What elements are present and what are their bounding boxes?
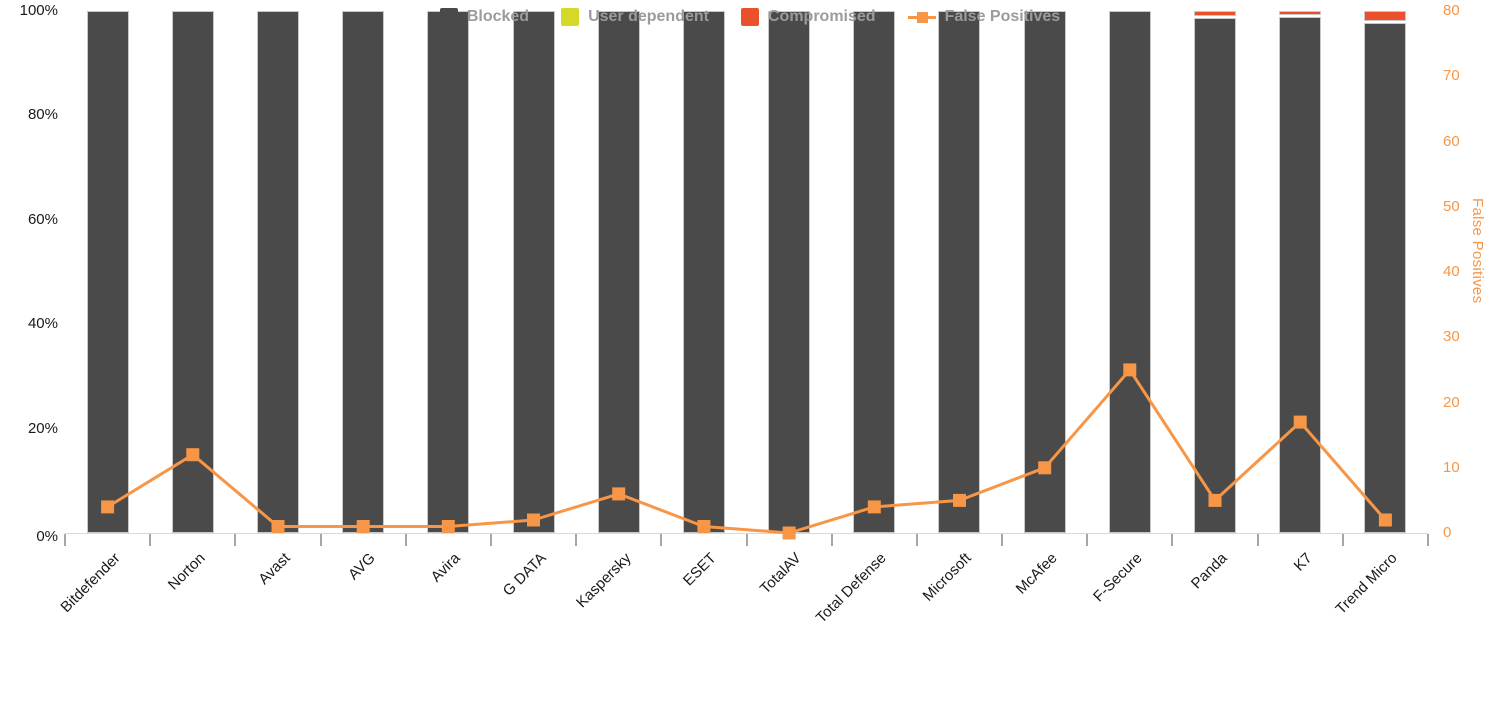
bar-panda: [1194, 11, 1237, 533]
x-axis-tick-mark: [404, 534, 407, 546]
x-axis-tick-mark: [489, 534, 492, 546]
left-axis-tick-label: 20%: [27, 419, 58, 437]
bar-segment-compromised: [1279, 11, 1322, 15]
x-axis-category-label: ESET: [679, 549, 720, 590]
x-axis-category-label: F-Secure: [1089, 549, 1146, 606]
x-axis-tick-mark: [234, 534, 237, 546]
x-axis-category-label: Kaspersky: [572, 549, 635, 612]
x-axis-category-label: Microsoft: [920, 549, 976, 605]
x-axis-tick-mark: [1086, 534, 1089, 546]
right-axis-tick-label: 80: [1443, 2, 1460, 19]
bar-segment-blocked: [682, 11, 725, 533]
bar-segment-blocked: [1023, 11, 1066, 533]
x-axis-category-label: Bitdefender: [56, 549, 124, 616]
legend-item-compromised[interactable]: Compromised: [740, 8, 876, 26]
bar-segment-blocked: [1108, 11, 1151, 533]
right-axis-tick-label: 70: [1443, 67, 1460, 85]
bar-segment-blocked: [938, 11, 981, 533]
bar-kaspersky: [597, 11, 640, 533]
x-axis-category-label: Norton: [164, 549, 209, 594]
x-axis-tick-mark: [64, 534, 66, 546]
bar-avast: [256, 11, 299, 533]
bar-segment-blocked: [427, 11, 470, 533]
bar-segment-blocked: [342, 11, 385, 533]
x-axis-category-label: Avast: [255, 549, 294, 588]
x-axis-tick-mark: [830, 534, 833, 546]
legend-item-user-dependent[interactable]: User dependent: [561, 8, 709, 26]
left-axis-tick-label: 0%: [36, 528, 58, 545]
x-axis-category-label: Total Defense: [813, 549, 890, 627]
legend-label: Compromised: [767, 8, 876, 25]
bar-segment-blocked: [1279, 17, 1322, 533]
x-axis-category-label: Trend Micro: [1332, 549, 1402, 618]
x-axis-tick-mark: [149, 534, 152, 546]
x-axis-category-label: AVG: [345, 549, 379, 584]
bar-segment-blocked: [1364, 23, 1407, 533]
bar-trend-micro: [1364, 11, 1407, 533]
protection-test-chart: 0% 20% 40% 60% 80% 100% 0 10 20 30 40 50 60 70 80 False…: [0, 0, 1500, 627]
right-axis-tick-label: 20: [1443, 393, 1460, 411]
left-axis-tick-label: 40%: [27, 315, 58, 333]
legend-label: False Positives: [944, 8, 1061, 25]
right-axis-tick-label: 40: [1443, 263, 1460, 280]
legend-label: Blocked: [466, 8, 530, 25]
left-axis-tick-label: 100%: [19, 2, 58, 19]
compromised-swatch: [740, 8, 759, 26]
bar-totalav: [768, 11, 811, 533]
legend-label: User dependent: [588, 8, 709, 25]
x-axis-category-label: McAfee: [1012, 549, 1061, 598]
bar-segment-blocked: [1194, 18, 1237, 533]
x-axis-tick-mark: [660, 534, 663, 546]
legend-item-false-positives[interactable]: False Positives: [907, 8, 1061, 26]
bar-segment-compromised: [1194, 11, 1237, 16]
x-axis-tick-mark: [1341, 534, 1344, 546]
bar-segment-blocked: [171, 11, 214, 533]
bar-segment-blocked: [256, 11, 299, 533]
bar-total-defense: [853, 11, 896, 533]
bar-segment-blocked: [597, 11, 640, 533]
bar-avg: [342, 11, 385, 533]
x-axis-category-label: K7: [1290, 549, 1316, 575]
right-axis-tick-label: 0: [1443, 524, 1452, 541]
chart-legend: Blocked User dependent Compromised False Po…: [0, 0, 1500, 34]
bar-segment-blocked: [512, 11, 555, 533]
bar-segment-blocked: [768, 11, 811, 533]
legend-item-blocked[interactable]: Blocked: [439, 8, 530, 26]
bar-norton: [171, 11, 214, 533]
x-axis-tick-mark: [1001, 534, 1004, 546]
x-axis-tick-mark: [575, 534, 578, 546]
bar-segment-blocked: [853, 11, 896, 533]
x-axis-category-label: Avira: [428, 549, 465, 586]
x-axis-category-label: G DATA: [499, 549, 550, 600]
right-axis-tick-label: 60: [1443, 132, 1460, 150]
right-axis-tick-label: 10: [1443, 458, 1460, 476]
bar-microsoft: [938, 11, 981, 533]
x-axis-tick-mark: [1171, 534, 1174, 546]
left-axis-tick-label: 80%: [27, 106, 58, 124]
left-axis-tick-label: 60%: [27, 210, 58, 228]
x-axis-tick-mark: [319, 534, 322, 546]
right-axis-tick-label: 50: [1443, 197, 1460, 215]
legend-marker-square: [916, 12, 928, 23]
bar-eset: [682, 11, 725, 533]
bar-mcafee: [1023, 11, 1066, 533]
x-axis-tick-mark: [1256, 534, 1259, 546]
bar-segment-compromised: [1364, 11, 1407, 21]
bar-f-secure: [1108, 11, 1151, 533]
false-positives-line-marker: [907, 8, 936, 26]
bar-avira: [427, 11, 470, 533]
right-axis-title: False Positives: [1469, 198, 1486, 304]
x-axis-category-label: TotalAV: [756, 549, 805, 598]
blocked-swatch: [439, 8, 458, 26]
x-axis-tick-mark: [1427, 534, 1429, 546]
x-axis-tick-mark: [745, 534, 748, 546]
bar-k7: [1279, 11, 1322, 533]
x-axis-tick-mark: [915, 534, 918, 546]
user-dependent-swatch: [561, 8, 580, 26]
x-axis-category-label: Panda: [1187, 549, 1231, 593]
bar-bitdefender: [86, 11, 129, 533]
bar-segment-blocked: [86, 11, 129, 533]
right-axis-tick-label: 30: [1443, 328, 1460, 346]
bar-g-data: [512, 11, 555, 533]
